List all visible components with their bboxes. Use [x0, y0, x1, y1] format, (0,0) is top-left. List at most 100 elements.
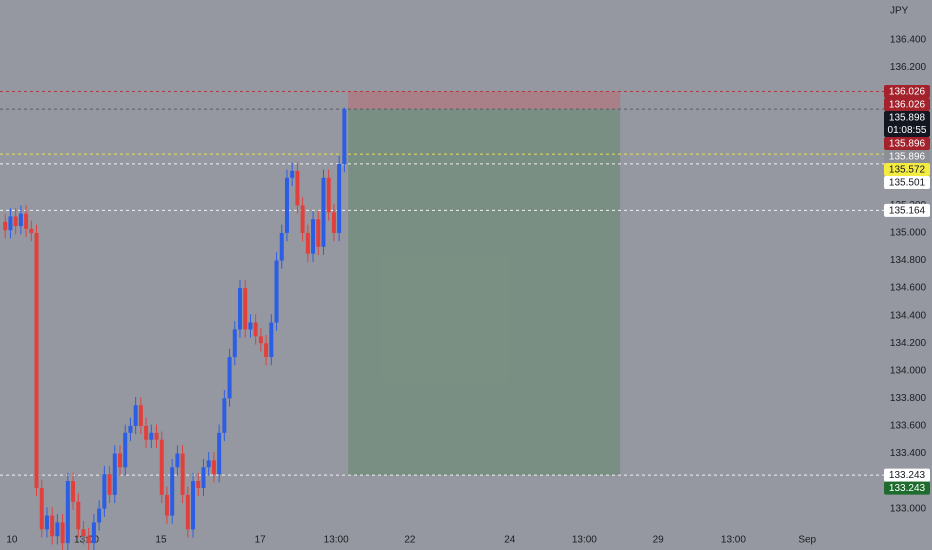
candle-body: [305, 232, 310, 254]
candle-body: [60, 522, 65, 544]
candle-body: [248, 322, 253, 330]
y-tick-label: 133.600: [890, 421, 927, 432]
candle-body: [175, 453, 180, 468]
y-tick-label: 134.800: [890, 255, 927, 266]
candle-body: [311, 219, 316, 254]
candle-body: [290, 170, 295, 178]
candle-body: [196, 481, 201, 488]
x-tick-label: 17: [255, 535, 267, 546]
candle-body: [39, 487, 44, 530]
price-label-box: [884, 176, 930, 190]
candle-body: [337, 164, 342, 233]
candle-body: [112, 453, 117, 495]
candle-body: [191, 481, 196, 530]
candle-body: [18, 213, 23, 227]
candle-body: [91, 522, 96, 544]
candle-body: [201, 467, 206, 488]
price-label-box: [884, 163, 930, 177]
price-label: 135.572: [889, 164, 926, 175]
candle-body: [264, 343, 269, 358]
y-tick-label: 134.400: [890, 310, 927, 321]
candle-body: [123, 432, 128, 468]
candle-body: [3, 221, 8, 231]
candle-body: [326, 177, 331, 213]
candle-body: [331, 212, 336, 233]
candle-body: [29, 228, 34, 233]
candle-body: [138, 405, 143, 426]
price-label: 135.501: [889, 177, 926, 188]
price-label: 135.896: [889, 138, 926, 149]
x-tick-label: 10: [6, 535, 18, 546]
candle-body: [34, 232, 39, 488]
countdown-label: 01:08:55: [888, 125, 927, 136]
candle-body: [133, 405, 138, 426]
candle-body: [232, 329, 237, 358]
candle-body: [159, 439, 164, 495]
x-tick-label: 13:00: [721, 535, 746, 546]
candle-body: [243, 288, 248, 330]
price-label-box: [884, 98, 930, 112]
price-label: 135.898: [889, 112, 926, 123]
candle-body: [149, 432, 154, 440]
candle-body: [128, 425, 133, 433]
price-label-box: [884, 481, 930, 495]
candle-body: [206, 460, 211, 468]
candle-body: [44, 515, 49, 530]
price-label-box: [884, 468, 930, 482]
candle-body: [24, 213, 29, 229]
price-label-box: [884, 137, 930, 151]
y-tick-label: 136.400: [890, 35, 927, 46]
y-tick-label: 135.000: [890, 228, 927, 239]
candle-body: [227, 357, 232, 399]
candle-body: [185, 494, 190, 530]
price-label: 135.164: [889, 205, 926, 216]
x-tick-label: 24: [504, 535, 516, 546]
candle-body: [81, 529, 86, 537]
y-tick-label: 134.600: [890, 283, 927, 294]
price-label: 135.896: [889, 151, 926, 162]
price-label-box: [884, 85, 930, 99]
candle-body: [8, 216, 13, 231]
candle-body: [274, 260, 279, 323]
x-tick-label: 22: [404, 535, 416, 546]
candle-body: [164, 494, 169, 516]
price-label: 136.026: [889, 86, 926, 97]
price-label: 133.243: [889, 470, 926, 481]
candle-body: [50, 515, 55, 537]
y-tick-label: 133.000: [890, 503, 927, 514]
y-tick-label: 133.800: [890, 393, 927, 404]
candle-body: [71, 481, 76, 502]
y-tick-label: 133.400: [890, 448, 927, 459]
candle-body: [238, 288, 243, 330]
y-tick-label: 136.200: [890, 62, 927, 73]
target-zone: [348, 109, 621, 476]
stop-zone: [348, 91, 621, 110]
candle-body: [211, 460, 216, 475]
candle-body: [342, 109, 347, 165]
candle-body: [269, 322, 274, 358]
candle-body: [300, 205, 305, 233]
candle-body: [86, 536, 91, 544]
currency-label: JPY: [890, 6, 909, 17]
candle-body: [76, 501, 81, 530]
candle-body: [97, 508, 102, 523]
candle-body: [253, 322, 258, 337]
x-tick-label: Sep: [798, 535, 816, 546]
candle-body: [55, 522, 60, 537]
candle-body: [258, 336, 263, 344]
candle-body: [65, 481, 70, 544]
x-tick-label: 15: [155, 535, 167, 546]
candle-body: [295, 170, 300, 206]
candle-body: [284, 177, 289, 233]
x-tick-label: 13:00: [74, 535, 99, 546]
y-tick-label: 134.200: [890, 338, 927, 349]
candle-body: [217, 432, 222, 475]
candle-body: [154, 432, 159, 440]
candle-body: [279, 232, 284, 261]
candle-body: [170, 467, 175, 516]
candle-body: [222, 398, 227, 433]
price-label: 133.243: [889, 483, 926, 494]
candle-body: [13, 216, 18, 227]
